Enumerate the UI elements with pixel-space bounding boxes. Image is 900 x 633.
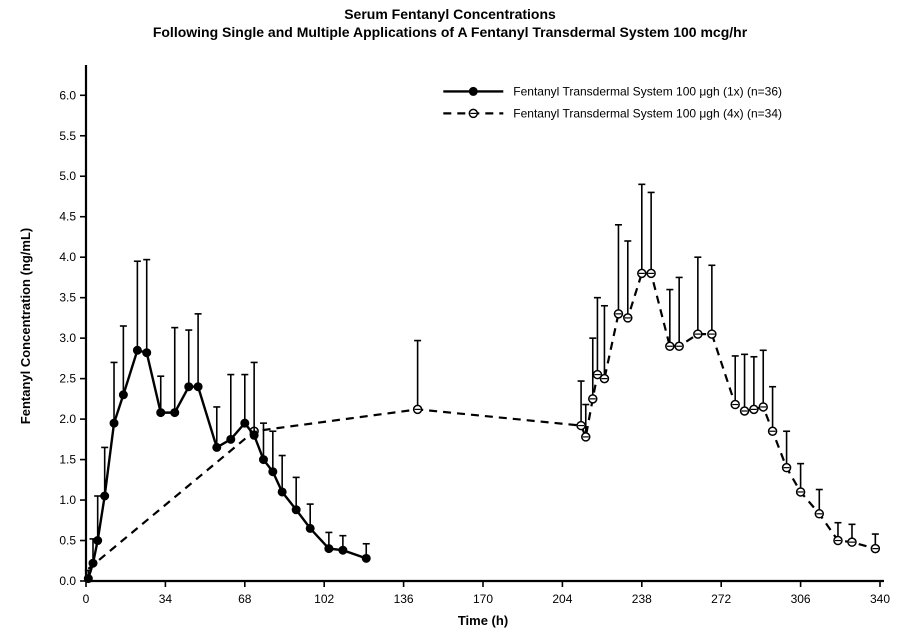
marker-s1: [119, 391, 127, 399]
series-line-s2: [88, 273, 875, 568]
y-axis-label: Fentanyl Concentration (ng/mL): [18, 228, 33, 424]
x-tick-label: 136: [394, 592, 414, 606]
x-tick-label: 102: [314, 592, 334, 606]
marker-s1: [241, 419, 249, 427]
x-tick-label: 170: [473, 592, 493, 606]
y-tick-label: 0.0: [59, 574, 76, 588]
x-tick-label: 34: [159, 592, 173, 606]
marker-s1: [94, 537, 102, 545]
x-tick-label: 0: [83, 592, 90, 606]
x-axis-label: Time (h): [458, 613, 508, 628]
chart-container: Serum Fentanyl Concentrations Following …: [0, 0, 900, 633]
marker-s1: [250, 431, 258, 439]
chart-title-line2: Following Single and Multiple Applicatio…: [0, 24, 900, 42]
marker-s1: [213, 443, 221, 451]
marker-s1: [101, 492, 109, 500]
y-tick-label: 2.0: [59, 412, 76, 426]
marker-s1: [362, 554, 370, 562]
marker-s1: [133, 346, 141, 354]
x-tick-label: 272: [711, 592, 731, 606]
marker-s1: [185, 383, 193, 391]
marker-s1: [194, 383, 202, 391]
marker-s1: [84, 575, 92, 583]
y-tick-label: 1.5: [59, 453, 76, 467]
x-tick-label: 306: [791, 592, 811, 606]
y-tick-label: 5.5: [59, 129, 76, 143]
marker-s1: [157, 409, 165, 417]
y-tick-label: 4.0: [59, 250, 76, 264]
marker-s1: [306, 524, 314, 532]
chart-title-line1: Serum Fentanyl Concentrations: [0, 6, 900, 24]
marker-s1: [259, 456, 267, 464]
marker-s1: [110, 419, 118, 427]
x-tick-label: 68: [238, 592, 252, 606]
y-tick-label: 4.5: [59, 210, 76, 224]
legend-marker: [469, 87, 477, 95]
marker-s1: [227, 435, 235, 443]
y-tick-label: 0.5: [59, 534, 76, 548]
marker-s1: [339, 546, 347, 554]
y-tick-label: 6.0: [59, 88, 76, 102]
y-tick-label: 3.0: [59, 331, 76, 345]
marker-s1: [269, 468, 277, 476]
y-tick-label: 5.0: [59, 169, 76, 183]
marker-s1: [143, 349, 151, 357]
marker-s1: [292, 506, 300, 514]
y-tick-label: 2.5: [59, 372, 76, 386]
legend-label: Fentanyl Transdermal System 100 μgh (1x)…: [513, 84, 782, 98]
chart-title: Serum Fentanyl Concentrations Following …: [0, 0, 900, 41]
marker-s1: [171, 409, 179, 417]
y-tick-label: 3.5: [59, 291, 76, 305]
marker-s1: [89, 559, 97, 567]
x-tick-label: 340: [870, 592, 890, 606]
marker-s1: [325, 545, 333, 553]
x-tick-label: 204: [552, 592, 572, 606]
chart-svg: 0 34 68 102 136 170 204 238 272 306 340 0.0 0.5 1.0 1.…: [0, 41, 900, 631]
y-tick-label: 1.0: [59, 493, 76, 507]
legend: Fentanyl Transdermal System 100 μgh (1x)…: [443, 84, 782, 120]
series-line-s1: [88, 350, 366, 578]
marker-s1: [278, 488, 286, 496]
x-tick-label: 238: [632, 592, 652, 606]
legend-label: Fentanyl Transdermal System 100 μgh (4x)…: [513, 106, 782, 120]
